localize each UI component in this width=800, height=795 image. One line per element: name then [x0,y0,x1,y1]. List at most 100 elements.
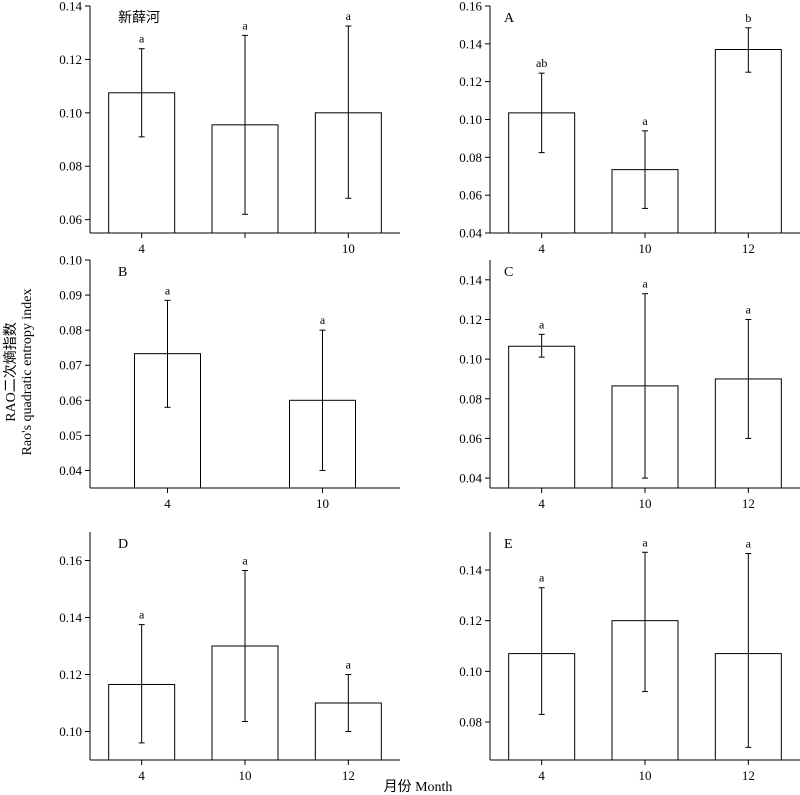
x-tick-label: 10 [239,768,252,783]
error-bar [745,27,752,73]
panel-label: E [504,537,513,552]
significance-letter: a [746,537,752,551]
x-axis-title: 月份 Month [384,779,453,795]
x-tick-label: 10 [639,241,652,256]
error-bar [538,72,545,154]
chart-panel: 0.04 0.06 0.08 0.10 0.12 0.14 Ca 4 a 10 a 12 [459,260,800,511]
significance-letter: a [320,313,326,327]
bar [714,49,782,234]
y-tick-label: 0.06 [459,188,482,203]
significance-letter: a [165,283,171,297]
error-bar [642,293,648,479]
significance-letter: a [346,9,352,23]
y-tick-label: 0.14 [459,563,482,578]
error-bar [745,318,752,439]
y-tick-label: 0.04 [59,463,82,478]
y-tick-label: 0.16 [459,0,482,14]
y-tick-label: 0.14 [59,610,82,625]
significance-letter: a [139,608,145,622]
y-tick-label: 0.06 [59,393,82,408]
y-tick-label: 0.10 [459,664,482,679]
panels: 0.060.080.100.120.14新薛河a4aa100.040.060.0… [59,0,800,783]
y-tick-label: 0.12 [459,74,482,89]
x-tick-label: 4 [138,241,145,256]
y-tick-label: 0.14 [59,0,82,14]
y-tick-label: 0.08 [59,159,82,174]
y-tick-label: 0.06 [459,431,482,446]
chart-panel: 0.04 0.05 0.06 0.07 0.08 0.09 0.10 Ba 4 a 10 [59,253,400,511]
y-tick-label: 0.08 [59,323,82,338]
error-bar [319,329,326,471]
y-tick-label: 0.12 [59,52,82,67]
x-tick-label: 12 [742,768,755,783]
significance-letter: a [746,302,752,316]
error-bar [642,130,648,209]
x-tick-label: 10 [639,768,652,783]
x-tick-label: 12 [742,241,755,256]
y-tick-label: 0.14 [459,272,482,287]
y-tick-label: 0.08 [459,150,482,165]
significance-letter: a [642,277,648,291]
error-bar [138,48,145,138]
significance-letter: a [242,553,248,567]
y-tick-label: 0.10 [59,105,82,120]
x-tick-label: 10 [316,496,329,511]
x-tick-label: 12 [742,496,755,511]
error-bar [164,299,171,408]
significance-letter: a [642,535,648,549]
y-tick-label: 0.05 [59,428,82,443]
significance-letter: a [346,658,352,672]
y-tick-label: 0.04 [459,471,482,486]
significance-letter: a [539,571,545,585]
y-tick-label: 0.12 [459,312,482,327]
y-tick-label: 0.08 [459,391,482,406]
y-tick-label: 0.08 [459,715,482,730]
panel-label: A [504,11,515,26]
error-bar [138,624,145,744]
y-axis-title-en: Rao's quadratic entropy index [20,289,35,456]
error-bar [345,674,352,732]
y-tick-label: 0.16 [59,553,82,568]
y-tick-label: 0.04 [459,226,482,241]
chart-panel: 0.06 0.08 0.10 0.12 0.14 新薛河 a 4 a a 10 [59,0,400,256]
chart-panel: 0.10 0.12 0.14 0.16 Da 4 a 10 a 12 [59,532,400,783]
error-bar [242,569,248,723]
x-tick-label: 4 [538,768,545,783]
error-bar [642,551,648,693]
error-bar [242,34,248,215]
significance-letter: b [745,11,751,25]
y-tick-label: 0.10 [459,112,482,127]
chart-panel: 0.08 0.10 0.12 0.14 Ea 4 a 10 a 12 [459,532,800,783]
error-bar [345,25,352,199]
y-tick-label: 0.10 [59,253,82,268]
y-tick-label: 0.07 [59,358,82,373]
error-bar [538,333,545,358]
panel-label: C [504,265,513,280]
error-bar [745,553,752,748]
significance-letter: a [642,114,648,128]
chart-panel: 0.04 0.06 0.08 0.10 0.12 0.14 0.16 Aab 4 a 10 b 12 [459,0,800,256]
panel-label: 新薛河 [118,10,160,26]
significance-letter: a [139,32,145,46]
x-tick-label: 10 [342,241,355,256]
significance-letter: a [242,18,248,32]
panel-label: D [118,537,128,552]
x-tick-label: 4 [164,496,171,511]
y-tick-label: 0.10 [59,724,82,739]
y-tick-label: 0.12 [59,667,82,682]
error-bar [538,587,545,715]
y-tick-label: 0.06 [59,212,82,227]
significance-letter: ab [536,56,547,70]
x-tick-label: 10 [639,496,652,511]
bar [508,345,576,489]
panel-label: B [118,265,127,280]
y-tick-label: 0.10 [459,352,482,367]
y-tick-label: 0.14 [459,36,482,51]
significance-letter: a [539,317,545,331]
x-tick-label: 4 [538,496,545,511]
x-tick-label: 12 [342,768,355,783]
y-tick-label: 0.09 [59,288,82,303]
x-tick-label: 4 [138,768,145,783]
y-tick-label: 0.12 [459,613,482,628]
